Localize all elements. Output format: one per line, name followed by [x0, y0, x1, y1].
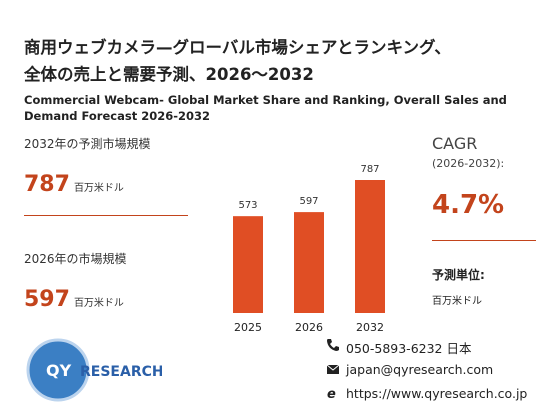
unit-label: 予測単位: [432, 268, 485, 282]
value-label: 573 [238, 200, 257, 211]
divider [24, 215, 188, 216]
stat-label: 2026年の市場規模 [24, 252, 127, 266]
value-label: 787 [360, 164, 379, 175]
stat: 597 百万米ドル [24, 287, 124, 312]
chart: 573 2025 597 2026 787 2032 [233, 164, 385, 334]
phone-icon [327, 339, 339, 351]
stat-value: 787 [24, 172, 70, 197]
logo-research: RESEARCH [80, 364, 162, 380]
stat-label: 2032年の予測市場規模 [24, 137, 151, 151]
bar [233, 216, 263, 313]
phone: 050-5893-6232 日本 [346, 341, 472, 356]
logo-ring [26, 338, 90, 402]
stat-unit: 百万米ドル [73, 298, 124, 309]
stat: 787 百万米ドル [24, 172, 124, 197]
stat-unit: 百万米ドル [73, 183, 124, 194]
title-line: 全体の売上と需要予測、2026～2032 [24, 65, 314, 84]
divider [432, 240, 536, 241]
cagr-value: 4.7% [432, 190, 505, 220]
email: japan@qyresearch.com [346, 362, 494, 377]
stat-value: 597 [24, 287, 70, 312]
website[interactable]: https://www.qyresearch.co.jp [346, 386, 528, 401]
subtitle: Commercial Webcam- Global Market Share a… [24, 93, 507, 123]
x-tick-label: 2032 [356, 321, 384, 334]
svg-text:e: e [327, 387, 336, 400]
title-line: 商用ウェブカメラ—グローバル市場シェアとランキング、 [24, 38, 451, 57]
logo-qy: QY [46, 361, 72, 380]
logo-globe [28, 340, 88, 400]
unit: 百万米ドル [432, 296, 482, 307]
cagr-title: CAGR [432, 134, 478, 153]
x-tick-label: 2026 [295, 321, 323, 334]
bar [294, 212, 324, 313]
cagr-period: (2026-2032): [432, 157, 505, 170]
bar [355, 180, 385, 313]
mail-icon [326, 364, 340, 374]
web-icon: e [327, 387, 336, 400]
value-label: 597 [299, 196, 318, 207]
logo: QY RESEARCH [26, 338, 162, 402]
x-tick-label: 2025 [234, 321, 262, 334]
